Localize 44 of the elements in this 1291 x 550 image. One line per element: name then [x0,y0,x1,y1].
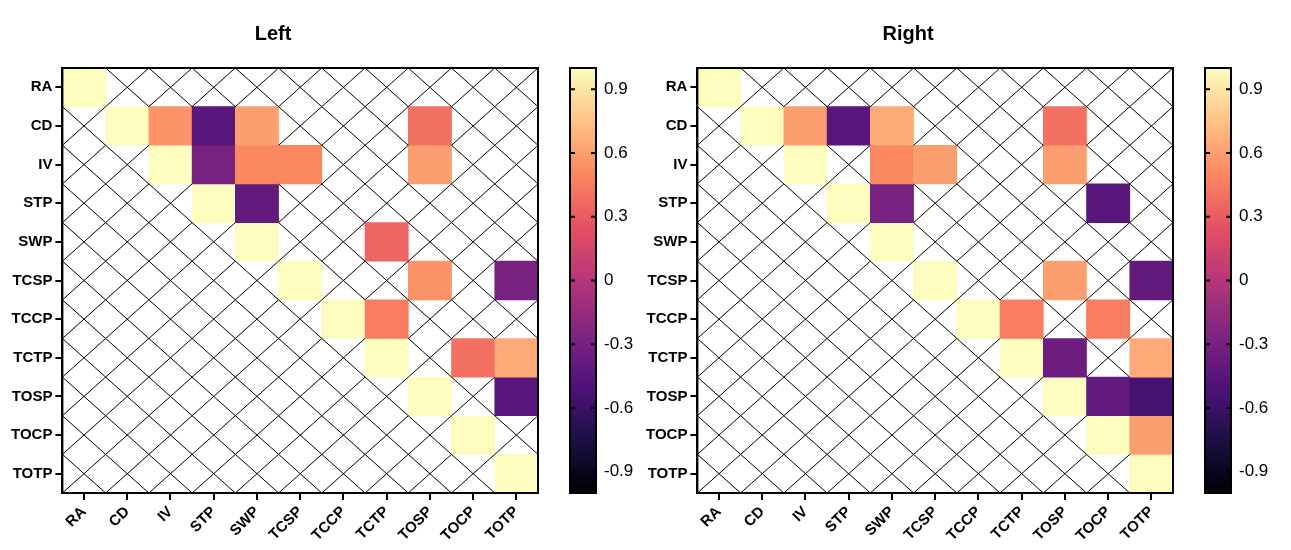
y-tick-label: TCCP [11,309,53,327]
color-bar-label: -0.6 [604,397,634,417]
chart-title: Right [882,21,934,44]
y-tick-label: CD [30,116,53,134]
y-tick-label: RA [665,77,688,95]
y-tick-label: TOTP [12,463,53,481]
color-bar-label: -0.3 [1239,333,1269,353]
x-tick-label: RA [61,502,90,530]
x-tick-label: RA [696,502,725,530]
color-bar-label: -0.6 [1239,397,1269,417]
y-tick-label: STP [658,193,688,211]
y-tick-label: TCCP [646,309,688,327]
color-bar-label: 0 [1239,270,1249,290]
color-bar-label: 0.3 [1239,206,1263,226]
x-tick-label: CD [739,502,768,530]
color-bar-label: 0.6 [604,142,628,162]
chart-title: Left [254,21,292,44]
y-tick-label: CD [665,116,688,134]
y-tick-label: TOCP [645,425,688,443]
color-bar-label: -0.3 [604,333,634,353]
y-tick-label: TCSP [12,270,53,288]
color-bar-label: 0.6 [1239,142,1263,162]
y-tick-label: IV [673,154,688,172]
y-tick-label: IV [38,154,53,172]
y-tick-label: TCSP [647,270,688,288]
color-bar-label: 0.3 [604,206,628,226]
y-tick-label: TOSP [11,386,53,404]
y-tick-label: SWP [18,232,53,249]
y-tick-label: TOTP [647,463,688,481]
x-tick-label: IV [788,502,811,525]
color-bar-label: 0.9 [1239,78,1263,98]
x-tick-label: IV [153,502,176,525]
y-tick-label: RA [30,77,53,95]
color-bar-label: 0.9 [604,78,628,98]
color-bar-label: -0.9 [1239,461,1269,481]
y-tick-label: TCTP [13,347,53,365]
y-tick-label: SWP [653,232,688,249]
y-tick-label: TCTP [648,347,688,365]
y-tick-label: TOCP [10,425,53,443]
y-tick-label: TOSP [646,386,688,404]
color-bar-label: 0 [604,270,614,290]
x-tick-label: CD [104,502,133,530]
y-tick-label: STP [23,193,53,211]
color-bar-label: -0.9 [604,461,634,481]
